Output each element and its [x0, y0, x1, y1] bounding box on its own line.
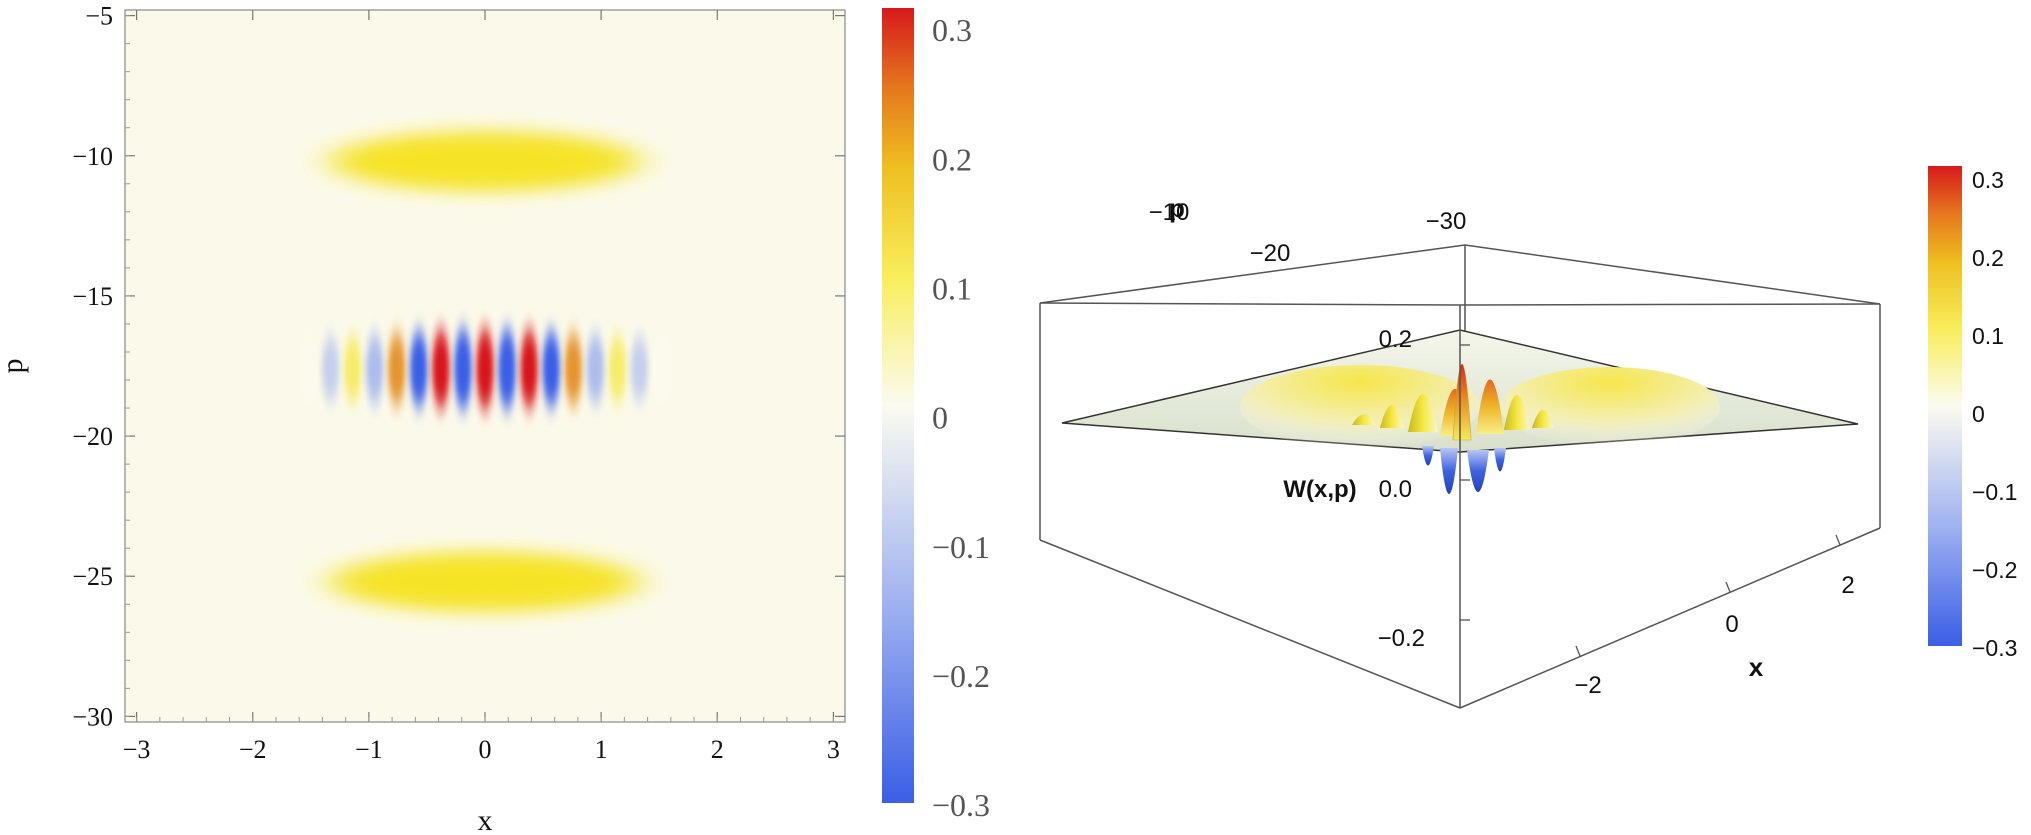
fringe-3 [343, 336, 362, 402]
fringe-13 [564, 333, 583, 405]
colorbar-tick-label: −0.2 [932, 658, 990, 694]
y-axis-ticks: −5 −10 −15 −20 −25 −30 [72, 2, 845, 731]
x-tick-1: −2 [1574, 672, 1601, 699]
z-tick-1: 0.2 [1379, 326, 1412, 353]
fringe-15 [608, 336, 627, 402]
z-tick-3: −0.2 [1378, 625, 1425, 652]
y-tick-label: −5 [85, 2, 113, 31]
colorbar-right-tick-label: 0.1 [1972, 323, 2004, 349]
colorbar-right-tick-label: −0.2 [1972, 557, 2017, 583]
fringe-10 [498, 329, 517, 409]
fringe-6 [409, 331, 428, 406]
fringe-12 [542, 331, 561, 406]
fringe-4 [365, 334, 384, 403]
colorbar-right-tick-label: 0.2 [1972, 245, 2004, 271]
x-tick-label: 0 [479, 735, 492, 764]
fringe-16 [630, 337, 649, 401]
gaussian-hump-right [1500, 367, 1720, 447]
fringe-17 [652, 337, 671, 400]
y-axis-label: p [0, 359, 29, 374]
fringe-2 [321, 337, 340, 401]
x-tick-label: −1 [355, 735, 383, 764]
x-axis-ticks: −3 −2 −1 0 1 2 3 [123, 10, 840, 764]
y-tick-label: −20 [72, 422, 113, 451]
colorbar-right-gradient [1928, 166, 1962, 646]
interference-fringes [299, 328, 671, 409]
colorbar-left-gradient [882, 8, 914, 803]
colorbar-right: 0.3 0.2 0.1 0 −0.1 −0.2 −0.3 [1928, 166, 2017, 661]
gaussian-blob-1 [330, 131, 640, 192]
p-tick-3: −30 [1426, 208, 1467, 235]
colorbar-tick-label: −0.1 [932, 529, 990, 565]
colorbar-right-tick-label: 0 [1972, 401, 1985, 427]
y-tick-label: −15 [72, 282, 113, 311]
colorbar-tick-label: 0.1 [932, 271, 972, 307]
x-tick-label: −2 [239, 735, 267, 764]
colorbar-tick-label: −0.3 [932, 787, 990, 823]
p-tick-2: −20 [1250, 240, 1291, 267]
colorbar-tick-label: 0.2 [932, 141, 972, 177]
fringe-1 [299, 337, 318, 400]
box-front-edges [1039, 302, 1881, 709]
x-tick-label: 3 [827, 735, 840, 764]
x-tick-label: −3 [123, 735, 151, 764]
p-tick-1: −10 [1149, 199, 1190, 226]
p-axis-label: p [1169, 193, 1185, 223]
fringe-14 [586, 334, 605, 403]
y-tick-label: −10 [72, 142, 113, 171]
colorbar-tick-label: 0.3 [932, 12, 972, 48]
x-axis-label-3d: x [1749, 652, 1764, 682]
fringe-11 [520, 330, 539, 408]
colorbar-right-tick-label: 0.3 [1972, 167, 2004, 193]
fringe-9 [476, 328, 494, 409]
z-axis-label: W(x,p) [1283, 476, 1356, 503]
density-features [299, 131, 671, 612]
colorbar-left-ticks: 0.3 0.2 0.1 0 −0.1 −0.2 −0.3 [932, 12, 990, 823]
x-tick-label: 1 [595, 735, 608, 764]
surface-ticks [1460, 344, 1841, 657]
fringe-7 [431, 330, 450, 408]
colorbar-tick-label: 0 [932, 400, 948, 436]
surface-3d-plot: −10 −20 −30 p 0.2 0.0 −0.2 W(x,p) −2 0 2… [1039, 193, 1881, 709]
fringe-5 [387, 333, 406, 405]
colorbar-right-tick-label: −0.1 [1972, 479, 2017, 505]
colorbar-left: 0.3 0.2 0.1 0 −0.1 −0.2 −0.3 [882, 8, 990, 823]
gaussian-hump-left [1240, 365, 1480, 449]
y-tick-label: −30 [72, 702, 113, 731]
x-tick-3: 2 [1841, 572, 1854, 599]
x-axis-label: x [478, 804, 493, 835]
colorbar-right-tick-label: −0.3 [1972, 635, 2017, 661]
x-tick-2: 0 [1725, 611, 1738, 638]
z-tick-2: 0.0 [1379, 476, 1412, 503]
y-tick-label: −25 [72, 562, 113, 591]
interference-spikes [1352, 364, 1554, 494]
fringe-8 [453, 329, 472, 409]
gaussian-blob-2 [330, 551, 640, 612]
colorbar-right-ticks: 0.3 0.2 0.1 0 −0.1 −0.2 −0.3 [1972, 167, 2017, 661]
x-tick-label: 2 [711, 735, 724, 764]
